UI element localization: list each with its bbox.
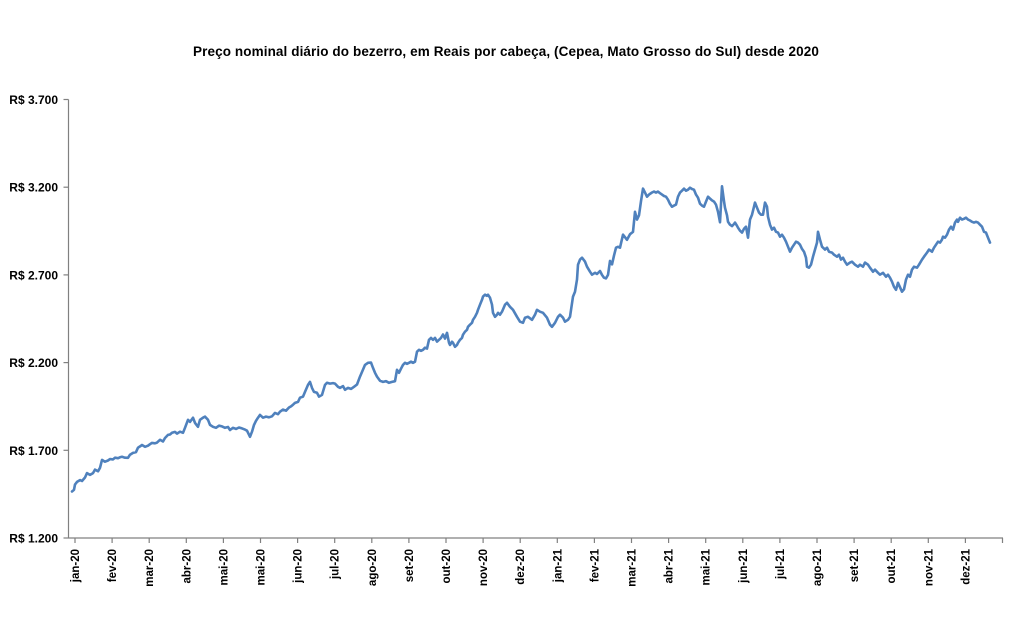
x-axis-label: ago-21	[812, 548, 824, 586]
x-axis-label: nov-21	[923, 548, 935, 586]
y-axis-label: R$ 2.200	[9, 356, 58, 370]
y-axis-label: R$ 1.200	[9, 532, 58, 546]
y-axis-label: R$ 3.200	[9, 181, 58, 195]
x-axis-label: set-21	[849, 548, 861, 582]
x-axis-label: dez-20	[515, 549, 527, 585]
chart-title: Preço nominal diário do bezerro, em Reai…	[193, 44, 819, 59]
y-axis-label: R$ 1.700	[9, 444, 58, 458]
x-axis-label: jan-21	[552, 548, 564, 583]
x-axis-label: mar-21	[627, 548, 639, 586]
x-axis-label: set-20	[404, 549, 416, 582]
x-axis-label: jun-21	[738, 548, 750, 583]
x-axis-label: out-21	[886, 548, 898, 583]
x-axis-label: fev-21	[589, 548, 601, 582]
x-axis-label: dez-21	[960, 548, 972, 584]
x-axis-label: ago-20	[367, 549, 379, 586]
price-line-series	[70, 185, 992, 493]
y-axis-label: R$ 2.700	[9, 268, 58, 282]
x-axis-label: jul-20	[330, 549, 342, 580]
x-axis-label: abr-21	[664, 548, 676, 583]
x-axis-label: mai-20	[256, 549, 268, 585]
x-axis-label: fev-20	[107, 549, 119, 582]
x-axis-label: abr-20	[181, 549, 193, 584]
x-axis-label: mar-20	[144, 549, 156, 587]
x-axis-label: mai-20	[218, 549, 230, 585]
x-axis-label: jul-21	[775, 548, 787, 580]
x-axis-label: out-20	[441, 549, 453, 584]
x-axis-label: mai-21	[701, 548, 713, 585]
x-axis-label: jan-20	[70, 549, 82, 583]
x-axis-label: jun-20	[293, 549, 305, 584]
y-axis-label: R$ 3.700	[9, 93, 58, 107]
x-axis-label: nov-20	[478, 549, 490, 586]
